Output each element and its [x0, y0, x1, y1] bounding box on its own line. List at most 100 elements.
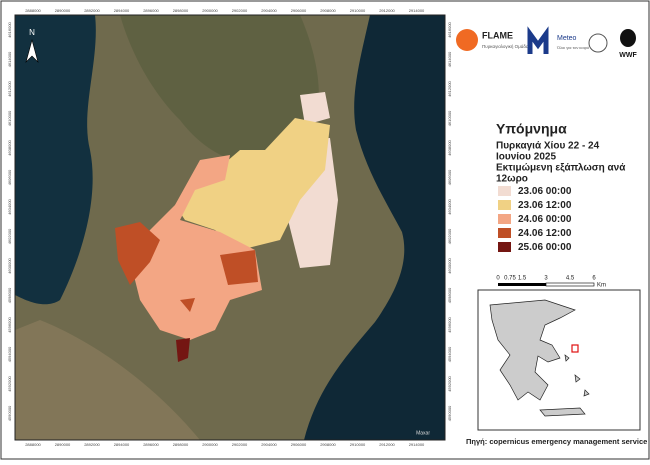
x-coordinate: 2912000 — [379, 8, 395, 13]
y-coordinate: 4612000 — [447, 80, 452, 96]
legend-swatch — [498, 214, 511, 224]
wwf-logo — [620, 29, 636, 47]
scale-label: 1.5 — [518, 276, 527, 282]
north-arrow-shape — [25, 38, 39, 64]
legend-items: 23.06 00:00 23.06 12:00 24.06 00:00 24.06 1… — [498, 186, 572, 253]
north-arrow: N — [25, 28, 39, 64]
legend-label: 25.06 00:00 — [518, 242, 572, 253]
y-coordinate: 4596000 — [447, 316, 452, 332]
legend-label: 23.06 00:00 — [518, 186, 572, 197]
x-coordinate: 2904000 — [261, 8, 277, 13]
legend-title: Υπόμνημα — [496, 121, 567, 137]
x-coordinate: 2888000 — [25, 442, 41, 447]
legend-swatch — [498, 228, 511, 238]
meteo-subtitle: Όλοι για τον καιρό — [556, 45, 590, 50]
y-coordinate: 4606000 — [7, 169, 12, 185]
legend-label: 24.06 00:00 — [518, 214, 572, 225]
legend-swatch — [498, 242, 511, 252]
y-coordinate: 4610000 — [7, 110, 12, 126]
scale-label: 0.75 — [504, 276, 516, 282]
legend-label: 24.06 12:00 — [518, 228, 572, 239]
x-coordinate: 2896000 — [143, 8, 159, 13]
y-coordinate: 4616000 — [7, 21, 12, 37]
y-coordinate: 4600000 — [447, 257, 452, 273]
x-coordinate: 2914000 — [409, 442, 425, 447]
x-coordinate: 2894000 — [114, 8, 130, 13]
chios-marker — [571, 344, 579, 353]
legend-note: 12ωρο — [496, 174, 528, 185]
y-coordinate: 4608000 — [447, 139, 452, 155]
scale-unit: Km — [597, 283, 606, 289]
meteo-logo — [527, 26, 549, 54]
y-coordinate: 4592000 — [7, 375, 12, 391]
x-coordinate: 2908000 — [320, 442, 336, 447]
bay — [15, 15, 96, 305]
y-coordinate: 4592000 — [447, 375, 452, 391]
legend: Υπόμνημα Πυρκαγιά Χίου 22 - 24 Ιουνίου 2… — [496, 121, 626, 253]
legend-swatch — [498, 186, 511, 196]
y-coordinate: 4594000 — [447, 346, 452, 362]
terrain — [15, 320, 200, 440]
y-coordinate: 4604000 — [447, 198, 452, 214]
fire-area — [176, 338, 190, 362]
y-coordinate: 4614000 — [7, 51, 12, 67]
y-coordinate: 4594000 — [7, 346, 12, 362]
coordinate-labels: 2888000 2888000 2890000 2890000 2892000 28920… — [7, 8, 452, 447]
imagery-credit: Maxar — [416, 430, 430, 436]
flame-logo — [456, 29, 478, 51]
logos: FLAME Πυρκαγιολογική Ομάδα Meteo Όλοι γι… — [456, 26, 637, 59]
scale-label: 6 — [592, 276, 596, 282]
x-coordinate: 2898000 — [173, 8, 189, 13]
scale-label: 0 — [496, 276, 500, 282]
scale-label: 4.5 — [566, 276, 575, 282]
fire-spread — [115, 92, 338, 362]
y-coordinate: 4600000 — [7, 257, 12, 273]
y-coordinate: 4614000 — [447, 51, 452, 67]
y-coordinate: 4616000 — [447, 21, 452, 37]
x-coordinate: 2906000 — [291, 442, 307, 447]
y-coordinate: 4606000 — [447, 169, 452, 185]
y-coordinate: 4610000 — [447, 110, 452, 126]
y-coordinate: 4598000 — [447, 287, 452, 303]
x-coordinate: 2914000 — [409, 8, 425, 13]
legend-note: Εκτιμώμενη εξάπλωση ανά — [496, 163, 626, 174]
y-coordinate: 4590000 — [7, 405, 12, 421]
map-frame — [14, 14, 446, 441]
legend-swatch — [498, 200, 511, 210]
fire-area — [115, 222, 258, 312]
x-coordinate: 2900000 — [202, 8, 218, 13]
islands — [539, 354, 590, 417]
x-coordinate: 2898000 — [173, 442, 189, 447]
meteo-name: Meteo — [557, 35, 577, 42]
x-coordinate: 2908000 — [320, 8, 336, 13]
north-label: N — [29, 28, 35, 37]
fire-area — [175, 118, 330, 250]
flame-name: FLAME — [482, 30, 513, 40]
x-coordinate: 2906000 — [291, 8, 307, 13]
x-coordinate: 2902000 — [232, 8, 248, 13]
x-coordinate: 2890000 — [55, 442, 71, 447]
terrain — [120, 15, 319, 165]
x-coordinate: 2892000 — [84, 8, 100, 13]
fire-area — [130, 155, 262, 340]
x-coordinate: 2910000 — [350, 8, 366, 13]
scale-segment — [498, 283, 546, 286]
y-coordinate: 4612000 — [7, 80, 12, 96]
wwf-name: WWF — [619, 52, 637, 59]
y-coordinate: 4602000 — [7, 228, 12, 244]
y-coordinate: 4602000 — [447, 228, 452, 244]
flame-subtitle: Πυρκαγιολογική Ομάδα — [482, 43, 529, 49]
x-coordinate: 2902000 — [232, 442, 248, 447]
x-coordinate: 2910000 — [350, 442, 366, 447]
university-logo — [588, 33, 608, 53]
greece-outline — [489, 299, 576, 401]
source: Πηγή: copernicus emergency management se… — [466, 437, 647, 446]
x-coordinate: 2912000 — [379, 442, 395, 447]
y-coordinate: 4596000 — [7, 316, 12, 332]
scale-label: 3 — [544, 276, 548, 282]
x-coordinate: 2890000 — [55, 8, 71, 13]
map: N Maxar — [14, 14, 446, 441]
x-coordinate: 2896000 — [143, 442, 159, 447]
x-coordinate: 2894000 — [114, 442, 130, 447]
